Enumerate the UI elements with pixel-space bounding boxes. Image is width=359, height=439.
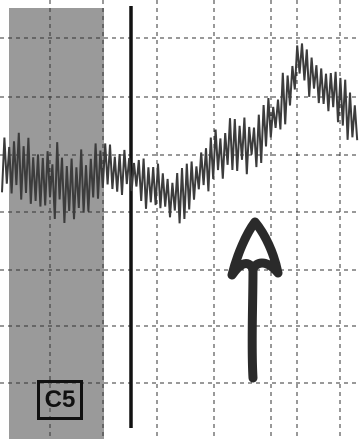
panel-label: C5 [37,380,83,420]
arrow-icon [227,217,283,383]
highlight-region [9,8,104,439]
signal-trace [1,43,359,224]
